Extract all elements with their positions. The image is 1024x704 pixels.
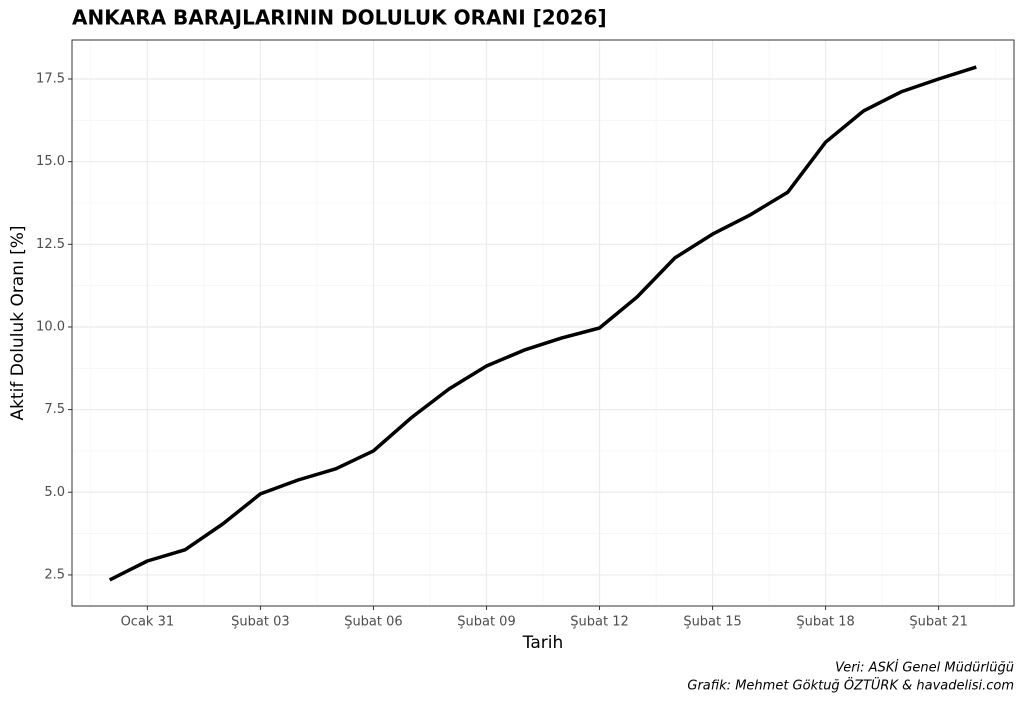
y-tick-label: 10.0 <box>36 319 65 334</box>
x-axis-label: Tarih <box>522 633 563 653</box>
caption: Grafik: Mehmet Göktuğ ÖZTÜRK & havadelis… <box>687 677 1014 694</box>
x-tick-label: Ocak 31 <box>121 615 175 630</box>
x-tick-label: Şubat 12 <box>570 615 628 630</box>
y-tick-label: 5.0 <box>44 485 65 500</box>
y-tick-label: 7.5 <box>44 402 65 417</box>
y-axis-label: Aktif Doluluk Oranı [%] <box>8 225 28 420</box>
line <box>108 65 977 582</box>
panel-border <box>71 39 1015 607</box>
x-tick-label: Şubat 03 <box>231 615 289 630</box>
y-tick-label: 17.5 <box>36 72 65 87</box>
caption: Veri: ASKİ Genel Müdürlüğü <box>835 660 1014 676</box>
x-tick-label: Şubat 15 <box>683 615 741 630</box>
y-tick-label: 12.5 <box>36 237 65 252</box>
y-tick-label: 15.0 <box>36 154 65 169</box>
x-tick-label: Şubat 18 <box>796 615 854 630</box>
chart-title: ANKARA BARAJLARININ DOLULUK ORANI [2026] <box>72 6 607 30</box>
x-tick-label: Şubat 09 <box>457 615 515 630</box>
x-tick-label: Şubat 21 <box>909 615 967 630</box>
y-tick-label: 2.5 <box>44 567 65 582</box>
x-tick-label: Şubat 06 <box>344 615 402 630</box>
